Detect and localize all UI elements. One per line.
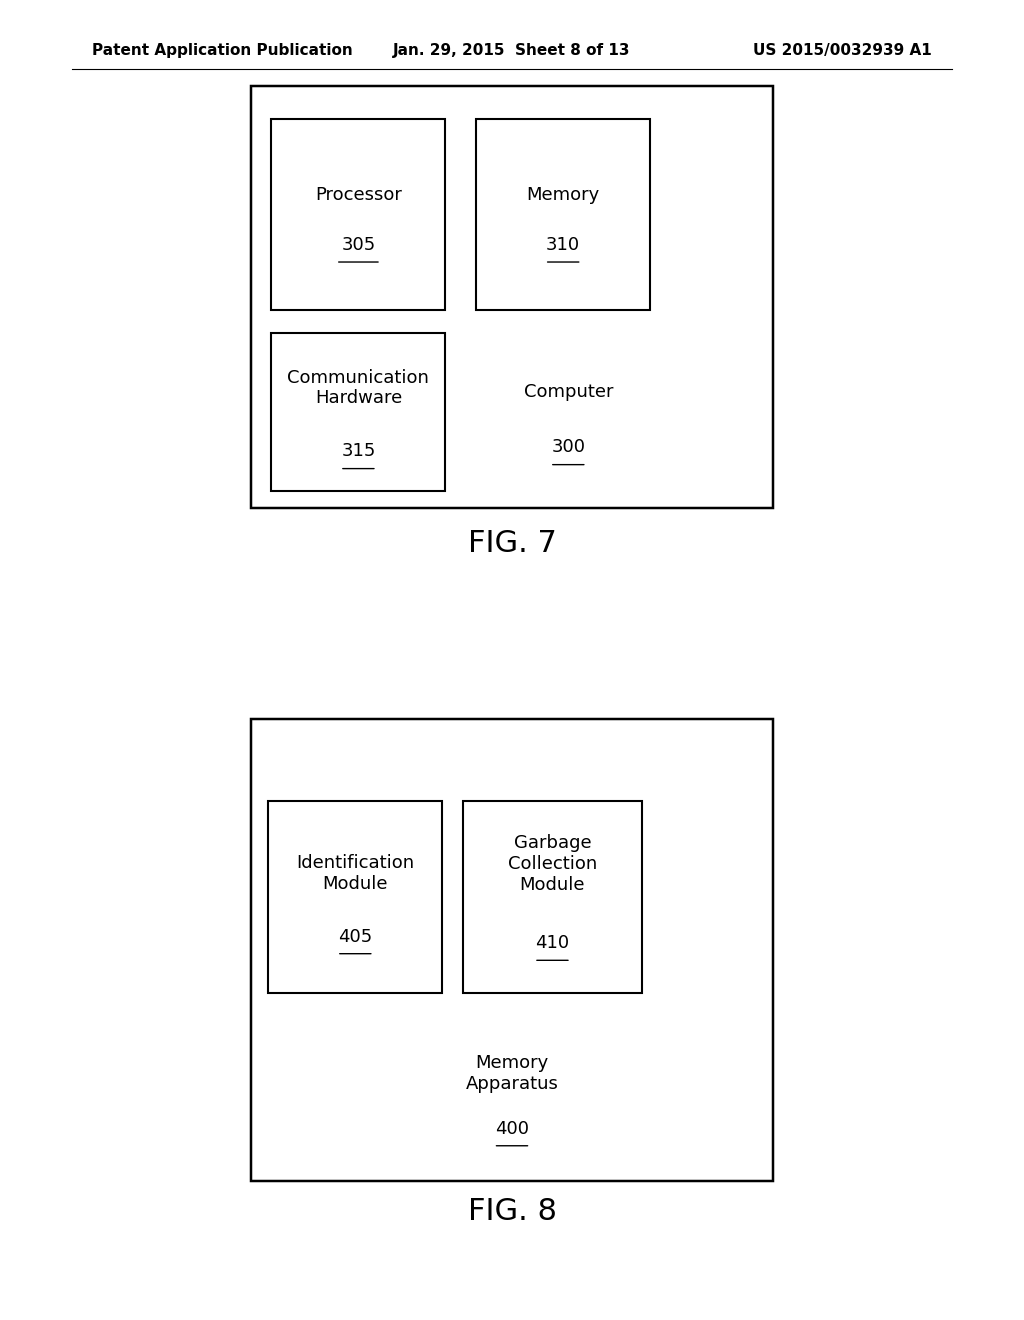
Text: FIG. 8: FIG. 8 [468, 1197, 556, 1226]
Text: 310: 310 [546, 236, 581, 253]
Text: Memory
Apparatus: Memory Apparatus [466, 1053, 558, 1093]
Text: US 2015/0032939 A1: US 2015/0032939 A1 [753, 42, 932, 58]
Bar [251, 86, 773, 508]
Text: Jan. 29, 2015  Sheet 8 of 13: Jan. 29, 2015 Sheet 8 of 13 [393, 42, 631, 58]
Text: 305: 305 [341, 236, 376, 253]
Text: Patent Application Publication: Patent Application Publication [92, 42, 353, 58]
Text: FIG. 7: FIG. 7 [468, 529, 556, 558]
Bar [463, 801, 642, 993]
Bar [268, 801, 442, 993]
Bar [476, 119, 650, 310]
Text: 315: 315 [341, 442, 376, 461]
Text: 410: 410 [536, 935, 569, 952]
Text: Processor: Processor [315, 186, 401, 203]
Text: 400: 400 [495, 1119, 529, 1138]
Bar [271, 333, 445, 491]
Text: Computer: Computer [523, 383, 613, 401]
Text: Identification
Module: Identification Module [296, 854, 415, 892]
Text: 405: 405 [338, 928, 373, 945]
Text: Memory: Memory [526, 186, 600, 203]
Text: Communication
Hardware: Communication Hardware [288, 368, 429, 408]
Text: 300: 300 [551, 438, 586, 457]
Bar [251, 719, 773, 1181]
Text: Garbage
Collection
Module: Garbage Collection Module [508, 834, 597, 894]
Bar [271, 119, 445, 310]
